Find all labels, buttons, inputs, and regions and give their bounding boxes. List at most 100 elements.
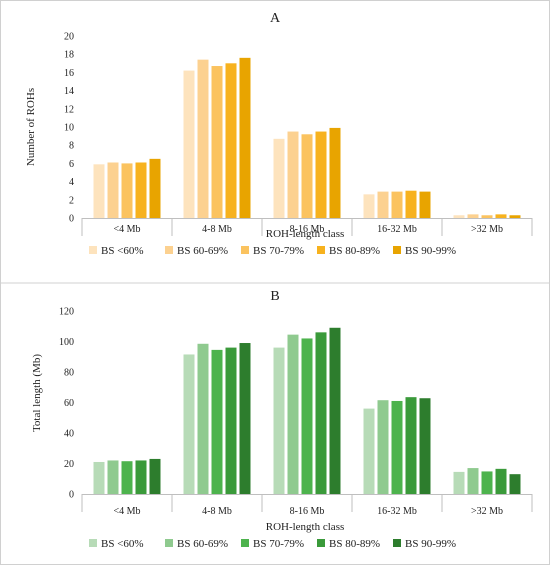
- panel-a-y-tick-label: 10: [64, 123, 74, 134]
- panel-a-x-tick-label: 8-16 Mb: [290, 224, 325, 235]
- panel-a-y-tick-label: 18: [64, 50, 74, 61]
- panel-b-bar: [149, 458, 161, 494]
- panel-a-y-tick-label: 2: [69, 195, 74, 206]
- panel-a-legend-label: BS 80-89%: [329, 245, 380, 257]
- panel-a-bar: [149, 158, 161, 218]
- panel-b-bar: [377, 400, 389, 494]
- panel-b-y-tick-label: 60: [64, 398, 74, 409]
- panel-a: A Number of ROHs ROH-length class 0 2 4 6 8 1…: [25, 11, 533, 257]
- panel-b-bar: [453, 471, 465, 494]
- panel-b-bar: [135, 460, 147, 494]
- panel-a-bar: [301, 134, 313, 218]
- panel-a-legend-swatch: [165, 246, 173, 254]
- panel-b-bar: [495, 468, 507, 494]
- panel-b-legend-label: BS 80-89%: [329, 538, 380, 550]
- panel-b-bar: [183, 354, 195, 494]
- panel-a-x-tick-label: 16-32 Mb: [377, 224, 417, 235]
- panel-a-bar: [211, 66, 223, 218]
- panel-a-bar: [329, 127, 341, 218]
- panel-a-legend-label: BS 90-99%: [405, 245, 456, 257]
- panel-a-bar: [287, 131, 299, 218]
- panel-b-bar: [329, 327, 341, 494]
- panel-a-bar: [391, 191, 403, 218]
- panel-b-x-tick-label: 4-8 Mb: [202, 506, 232, 517]
- panel-a-legend-swatch: [393, 246, 401, 254]
- panel-b-bar: [197, 343, 209, 494]
- panel-b-legend: BS <60% BS 60-69% BS 70-79% BS 80-89% BS 90-…: [89, 538, 456, 550]
- panel-b-bar: [481, 471, 493, 494]
- panel-a-x-tick-label: >32 Mb: [471, 224, 503, 235]
- panel-b-legend-swatch: [317, 539, 325, 547]
- panel-b-x-tick-label: 8-16 Mb: [290, 506, 325, 517]
- panel-b-x-tick-label: <4 Mb: [113, 506, 140, 517]
- panel-b-bar: [273, 347, 285, 494]
- panel-b-bar: [225, 347, 237, 494]
- panel-b-y-tick-label: 100: [59, 337, 74, 348]
- panel-b-bar: [509, 474, 521, 494]
- panel-a-bar: [197, 59, 209, 218]
- panel-a-y-axis-label: Number of ROHs: [25, 88, 37, 166]
- panel-a-bar: [419, 191, 431, 218]
- panel-b: B Total length (Mb) ROH-length class 0 20…: [31, 289, 533, 550]
- panel-b-x-tick-label: 16-32 Mb: [377, 506, 417, 517]
- panel-b-plot-area: 0 20 40 60 80 100 120 <4 Mb 4-8 Mb 8-16 Mb 16-32 M…: [59, 307, 533, 517]
- panel-a-legend-swatch: [89, 246, 97, 254]
- panel-a-bar: [377, 191, 389, 218]
- panel-b-bar: [391, 400, 403, 494]
- panel-a-y-tick-label: 16: [64, 68, 74, 79]
- panel-b-y-tick-label: 80: [64, 368, 74, 379]
- panel-a-y-tick-label: 12: [64, 104, 74, 115]
- panel-b-title: B: [270, 289, 279, 304]
- panel-a-y-tick-label: 8: [69, 141, 74, 152]
- panel-b-bar: [239, 343, 251, 494]
- panel-a-bar: [467, 214, 479, 218]
- panel-b-legend-label: BS 60-69%: [177, 538, 228, 550]
- panel-b-bar: [405, 397, 417, 494]
- panel-a-y-tick-label: 4: [69, 177, 74, 188]
- panel-a-bar: [273, 138, 285, 218]
- panel-b-legend-swatch: [241, 539, 249, 547]
- panel-a-x-tick-label: <4 Mb: [113, 224, 140, 235]
- panel-a-y-tick-label: 20: [64, 32, 74, 43]
- panel-b-legend-label: BS <60%: [101, 538, 144, 550]
- panel-a-plot-area: 0 2 4 6 8 10 12 14 16 18 20 <4 Mb 4-8 Mb 8-16 Mb 16-32…: [64, 32, 533, 236]
- panel-b-legend-label: BS 90-99%: [405, 538, 456, 550]
- panel-a-legend-label: BS 60-69%: [177, 245, 228, 257]
- panel-a-bar: [495, 214, 507, 218]
- panel-b-bar: [419, 398, 431, 494]
- panel-a-bar: [481, 215, 493, 218]
- panel-b-y-axis-label: Total length (Mb): [31, 354, 43, 432]
- panel-b-legend-label: BS 70-79%: [253, 538, 304, 550]
- panel-a-title: A: [270, 11, 281, 26]
- panel-b-x-axis-label: ROH-length class: [266, 521, 345, 533]
- panel-b-bar: [287, 334, 299, 494]
- panel-a-bar: [107, 162, 119, 218]
- panel-b-bar: [467, 468, 479, 494]
- panel-a-legend: BS <60% BS 60-69% BS 70-79% BS 80-89% BS 90-…: [89, 245, 456, 257]
- panel-b-bar: [315, 332, 327, 494]
- panel-a-bar: [225, 63, 237, 218]
- panel-a-bar: [121, 163, 133, 218]
- panel-a-bar: [363, 194, 375, 218]
- panel-b-bar: [121, 461, 133, 494]
- panel-a-x-axis-label: ROH-length class: [266, 228, 345, 240]
- panel-b-legend-swatch: [89, 539, 97, 547]
- panel-a-y-tick-label: 6: [69, 159, 74, 170]
- panel-a-legend-swatch: [317, 246, 325, 254]
- panel-b-y-tick-label: 120: [59, 307, 74, 318]
- panel-a-bar: [405, 190, 417, 218]
- panel-a-legend-swatch: [241, 246, 249, 254]
- panel-a-bar: [183, 70, 195, 218]
- panel-b-x-tick-label: >32 Mb: [471, 506, 503, 517]
- panel-a-y-tick-label: 14: [64, 86, 74, 97]
- panel-b-legend-swatch: [165, 539, 173, 547]
- panel-a-bar: [239, 57, 251, 219]
- panel-a-bar: [315, 131, 327, 218]
- panel-b-bar: [107, 460, 119, 494]
- panel-b-y-tick-label: 20: [64, 459, 74, 470]
- panel-b-bar: [211, 349, 223, 494]
- panel-a-bar: [453, 215, 465, 218]
- panel-b-bar: [363, 408, 375, 494]
